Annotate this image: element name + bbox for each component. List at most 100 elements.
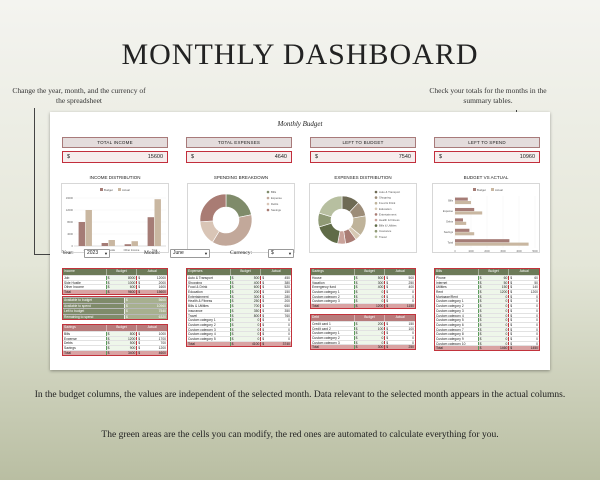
table-row: Auto & Transport $500 $450 xyxy=(187,275,291,280)
kpi-value: 15600 xyxy=(147,154,163,160)
budget-cell[interactable]: $50 xyxy=(477,280,509,285)
x-tick-label: 1000 xyxy=(468,250,474,253)
budget-value: 0 xyxy=(381,336,384,341)
currency-symbol: $ xyxy=(231,341,234,346)
total-actual: $3740 xyxy=(260,341,291,346)
budget-cell[interactable]: $500 xyxy=(105,341,137,345)
total-actual-value: 250 xyxy=(408,345,415,350)
budget-cell[interactable]: $0 xyxy=(353,299,385,303)
budget-cell[interactable]: $0 xyxy=(229,327,261,332)
budget-cell[interactable]: $600 xyxy=(105,285,137,289)
budget-cell[interactable]: $0 xyxy=(477,341,509,346)
savings-table: Savings Budget Actual Bills $800 $1000 Expense… xyxy=(62,324,168,356)
budget-cell[interactable]: $100 xyxy=(353,326,385,331)
budget-cell[interactable]: $0 xyxy=(477,304,509,308)
budget-cell[interactable]: $400 xyxy=(229,280,261,285)
currency-symbol: $ xyxy=(231,313,234,318)
budget-cell[interactable]: $0 xyxy=(353,336,385,341)
row-label: Credit card 2 xyxy=(312,326,331,331)
budget-cell[interactable]: $0 xyxy=(353,290,385,294)
actual-value: 400 xyxy=(408,285,415,290)
table-row: Utilities $150 $140 xyxy=(435,284,539,289)
row-label: Custom category 8 xyxy=(436,332,464,336)
row-label: Food & Drink xyxy=(188,285,208,290)
currency-symbol: $ xyxy=(262,280,265,285)
budget-value: 50 xyxy=(503,280,508,285)
bar xyxy=(78,222,86,246)
budget-cell[interactable]: $0 xyxy=(353,294,385,299)
budget-cell[interactable]: $800 xyxy=(229,313,261,318)
currency-symbol: $ xyxy=(479,313,482,318)
row-label: Custom category 3 xyxy=(312,340,340,345)
actual-cell: $0 xyxy=(508,341,539,346)
month-select[interactable]: June ▼ xyxy=(170,249,210,258)
row-label: Custom category 2 xyxy=(436,304,464,308)
actual-value: 0 xyxy=(536,304,539,309)
bar xyxy=(455,228,470,232)
budget-cell[interactable]: $150 xyxy=(477,285,509,289)
budget-value: 0 xyxy=(505,327,508,332)
y-tick-label: Debts xyxy=(446,220,453,224)
currency-symbol: $ xyxy=(386,340,389,345)
chart-title: BUDGET VS ACTUAL xyxy=(463,175,509,180)
table-row: Custom category 9 $0 $0 xyxy=(435,335,539,341)
budget-cell[interactable]: $0 xyxy=(229,336,261,341)
budget-cell[interactable]: $0 xyxy=(477,336,509,341)
legend-swatch xyxy=(374,213,378,216)
budget-cell[interactable]: $250 xyxy=(229,299,261,303)
budget-cell[interactable]: $0 xyxy=(477,299,509,304)
row-label: Custom category 10 xyxy=(436,341,466,346)
year-select[interactable]: 2023 ▼ xyxy=(84,249,110,258)
budget-cell[interactable]: $500 xyxy=(229,276,261,280)
legend-label: Food & Drink xyxy=(379,201,396,205)
budget-cell[interactable]: $60 xyxy=(477,276,509,280)
budget-cell[interactable]: $700 xyxy=(229,304,261,309)
budget-cell[interactable]: $0 xyxy=(477,318,509,322)
budget-cell[interactable]: $350 xyxy=(229,308,261,313)
budget-cell[interactable]: $900 xyxy=(105,346,137,350)
table-header: Savings Budget Actual xyxy=(311,269,415,275)
budget-cell[interactable]: $600 xyxy=(229,285,261,289)
budget-cell[interactable]: $500 xyxy=(353,276,385,280)
total-budget-value: 4100 xyxy=(251,341,260,346)
currency-symbol: $ xyxy=(510,304,513,309)
budget-cell[interactable]: $0 xyxy=(353,340,385,345)
budget-cell[interactable]: $0 xyxy=(229,322,261,327)
summary-value: 5600 xyxy=(158,298,166,302)
table-row: Custom category 3 $0 $0 xyxy=(311,339,415,345)
budget-cell[interactable]: $1200 xyxy=(105,336,137,341)
budget-value: 0 xyxy=(505,299,508,304)
budget-cell[interactable]: $8000 xyxy=(105,276,137,280)
budget-cell[interactable]: $0 xyxy=(477,327,509,332)
currency-symbol: $ xyxy=(126,303,128,308)
budget-cell[interactable]: $0 xyxy=(477,294,509,299)
budget-cell[interactable]: $0 xyxy=(229,318,261,322)
budget-value: 0 xyxy=(381,340,384,345)
spreadsheet-preview: Monthly Budget TOTAL INCOME $ 15600 TOTA… xyxy=(50,112,550,370)
summary-value-cell: $5600 xyxy=(124,298,167,303)
budget-cell[interactable]: $0 xyxy=(229,332,261,336)
budget-cell[interactable]: $400 xyxy=(353,285,385,289)
budget-cell[interactable]: $200 xyxy=(353,322,385,326)
budget-cell[interactable]: $0 xyxy=(477,313,509,318)
budget-cell[interactable]: $0 xyxy=(477,322,509,327)
budget-cell[interactable]: $0 xyxy=(477,332,509,336)
budget-cell[interactable]: $0 xyxy=(353,331,385,335)
budget-cell[interactable]: $800 xyxy=(105,332,137,336)
budget-cell[interactable]: $200 xyxy=(229,290,261,294)
budget-cell[interactable]: $300 xyxy=(353,280,385,285)
budget-value: 700 xyxy=(253,304,260,309)
budget-cell[interactable]: $300 xyxy=(229,294,261,299)
budget-value: 500 xyxy=(377,276,384,280)
budget-value: 8000 xyxy=(127,276,136,280)
budget-cell[interactable]: $1200 xyxy=(477,290,509,294)
actual-cell: $0 xyxy=(508,318,539,322)
budget-cell[interactable]: $0 xyxy=(477,308,509,313)
currency-select[interactable]: $ ▼ xyxy=(268,249,294,258)
budget-cell[interactable]: $1000 xyxy=(105,280,137,285)
actual-cell: $0 xyxy=(508,313,539,318)
row-label: Savings xyxy=(64,346,76,350)
total-actual-value: 4600 xyxy=(158,350,167,355)
summary-value-cell: $6320 xyxy=(124,314,167,319)
page-title: MONTHLY DASHBOARD xyxy=(121,38,479,71)
